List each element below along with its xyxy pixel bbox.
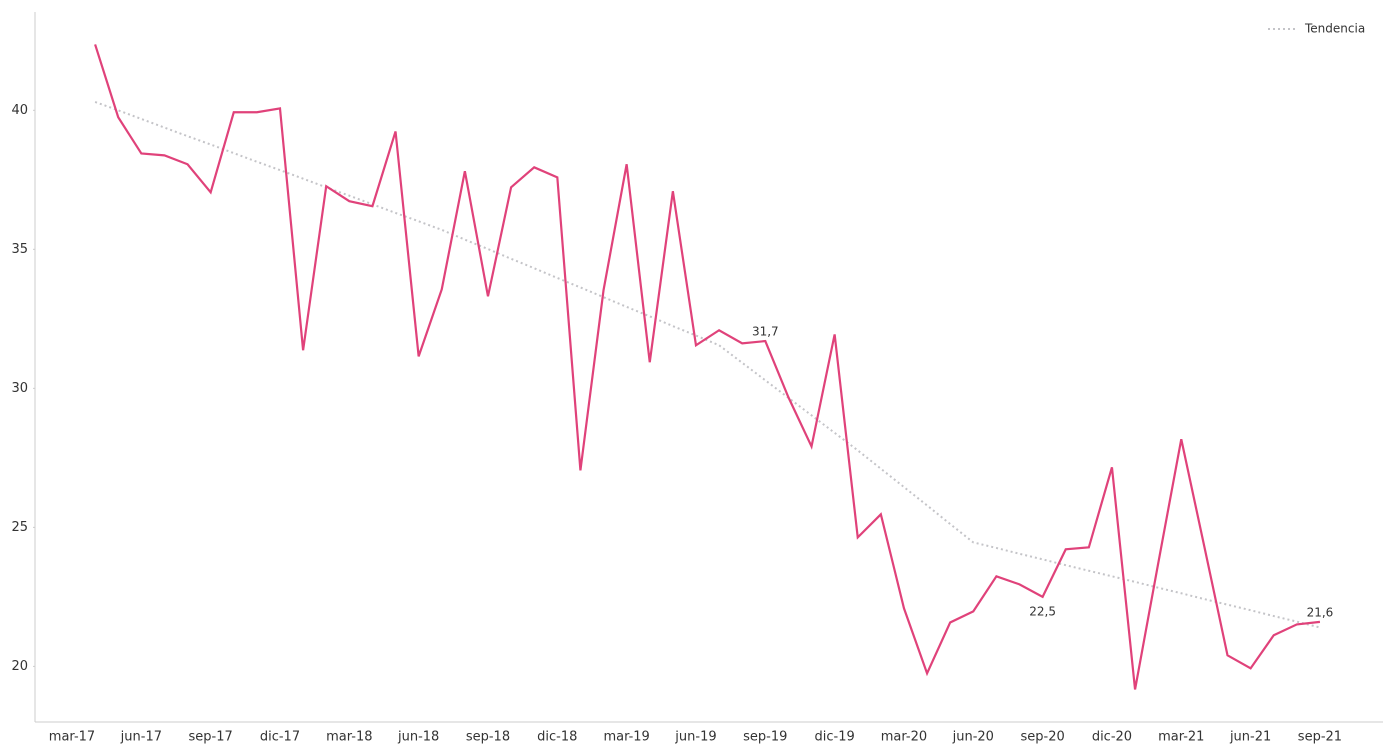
x-tick-label: sep-17	[189, 730, 233, 744]
data-line	[94, 44, 1321, 690]
x-tick-label: sep-19	[743, 730, 787, 744]
y-tick-label: 35	[11, 242, 28, 257]
x-tick-label: mar-19	[603, 730, 649, 744]
y-tick-label: 20	[11, 659, 28, 674]
x-tick-label: jun-21	[1229, 730, 1271, 744]
y-tick-label: 40	[11, 103, 28, 118]
data-label: 21,6	[1307, 605, 1334, 619]
x-tick-label: dic-17	[260, 730, 300, 744]
x-tick-label: sep-18	[466, 730, 510, 744]
data-label: 22,5	[1029, 604, 1056, 618]
x-tick-label: jun-20	[952, 730, 994, 744]
x-tick-label: sep-20	[1020, 730, 1064, 744]
x-tick-label: mar-17	[49, 730, 95, 744]
x-tick-label: mar-20	[881, 730, 927, 744]
x-tick-label: jun-17	[120, 730, 162, 744]
legend-label: Tendencia	[1304, 22, 1365, 36]
y-tick-label: 25	[11, 520, 28, 535]
x-tick-label: mar-21	[1158, 730, 1204, 744]
data-label: 31,7	[752, 325, 779, 339]
trend-line	[94, 101, 1321, 629]
x-tick-label: sep-21	[1298, 730, 1342, 744]
x-tick-label: dic-18	[537, 730, 577, 744]
x-tick-label: dic-19	[815, 730, 855, 744]
x-tick-label: dic-20	[1092, 730, 1132, 744]
x-tick-label: mar-18	[326, 730, 372, 744]
y-tick-label: 30	[11, 381, 28, 396]
x-tick-label: jun-19	[674, 730, 716, 744]
x-tick-label: jun-18	[397, 730, 439, 744]
